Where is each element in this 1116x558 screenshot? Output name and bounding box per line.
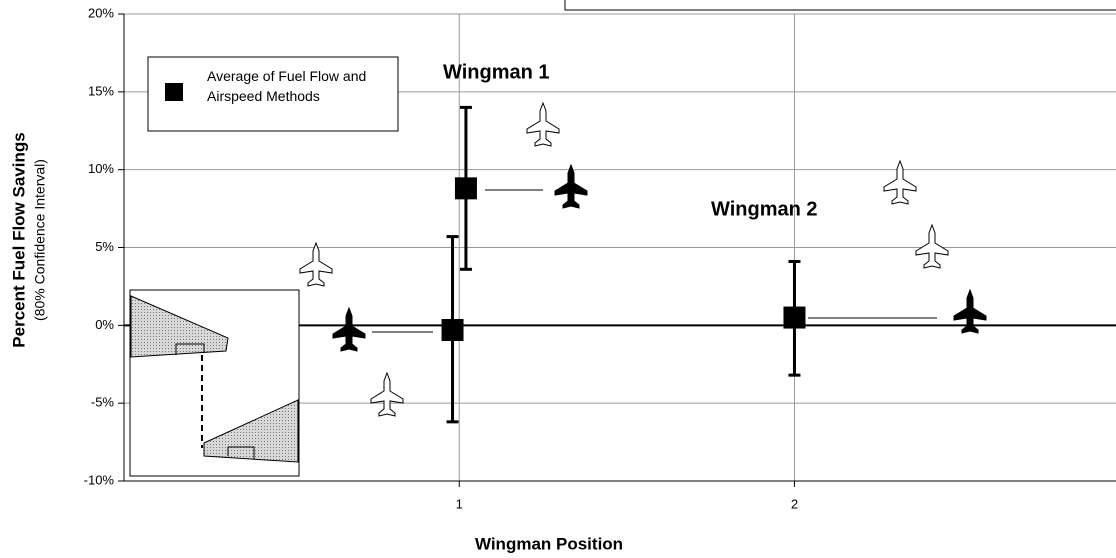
x-axis-label: Wingman Position — [475, 534, 623, 553]
y-tick-label: 5% — [95, 239, 114, 254]
top-box — [564, 0, 1116, 11]
y-tick-label: -10% — [84, 472, 115, 487]
y-tick-label: 20% — [88, 5, 114, 20]
aircraft — [883, 160, 917, 205]
legend-label: Average of Fuel Flow and Airspeed Method… — [207, 68, 367, 104]
aircraft — [299, 242, 333, 287]
annotation: Wingman 2 — [711, 198, 818, 220]
y-axis-label: Percent Fuel Flow Savings — [9, 132, 28, 347]
y-tick-label: 10% — [88, 161, 114, 176]
annotation: Wingman 1 — [443, 61, 550, 83]
aircraft — [554, 164, 588, 209]
y-tick-label: -5% — [91, 395, 115, 410]
aircraft — [953, 289, 987, 334]
legend — [147, 56, 399, 132]
marker — [783, 306, 806, 329]
aircraft — [370, 372, 404, 417]
aircraft — [332, 307, 366, 352]
x-tick-label: 2 — [791, 496, 798, 511]
marker — [441, 319, 464, 342]
y-tick-label: 15% — [88, 83, 114, 98]
inset — [129, 289, 300, 477]
marker — [454, 177, 477, 200]
y-axis-sublabel: (80% Confidence Interval) — [32, 159, 48, 321]
legend-marker — [165, 83, 183, 101]
y-tick-label: 0% — [95, 317, 114, 332]
aircraft — [526, 102, 560, 147]
aircraft — [915, 224, 949, 269]
x-tick-label: 1 — [456, 496, 463, 511]
